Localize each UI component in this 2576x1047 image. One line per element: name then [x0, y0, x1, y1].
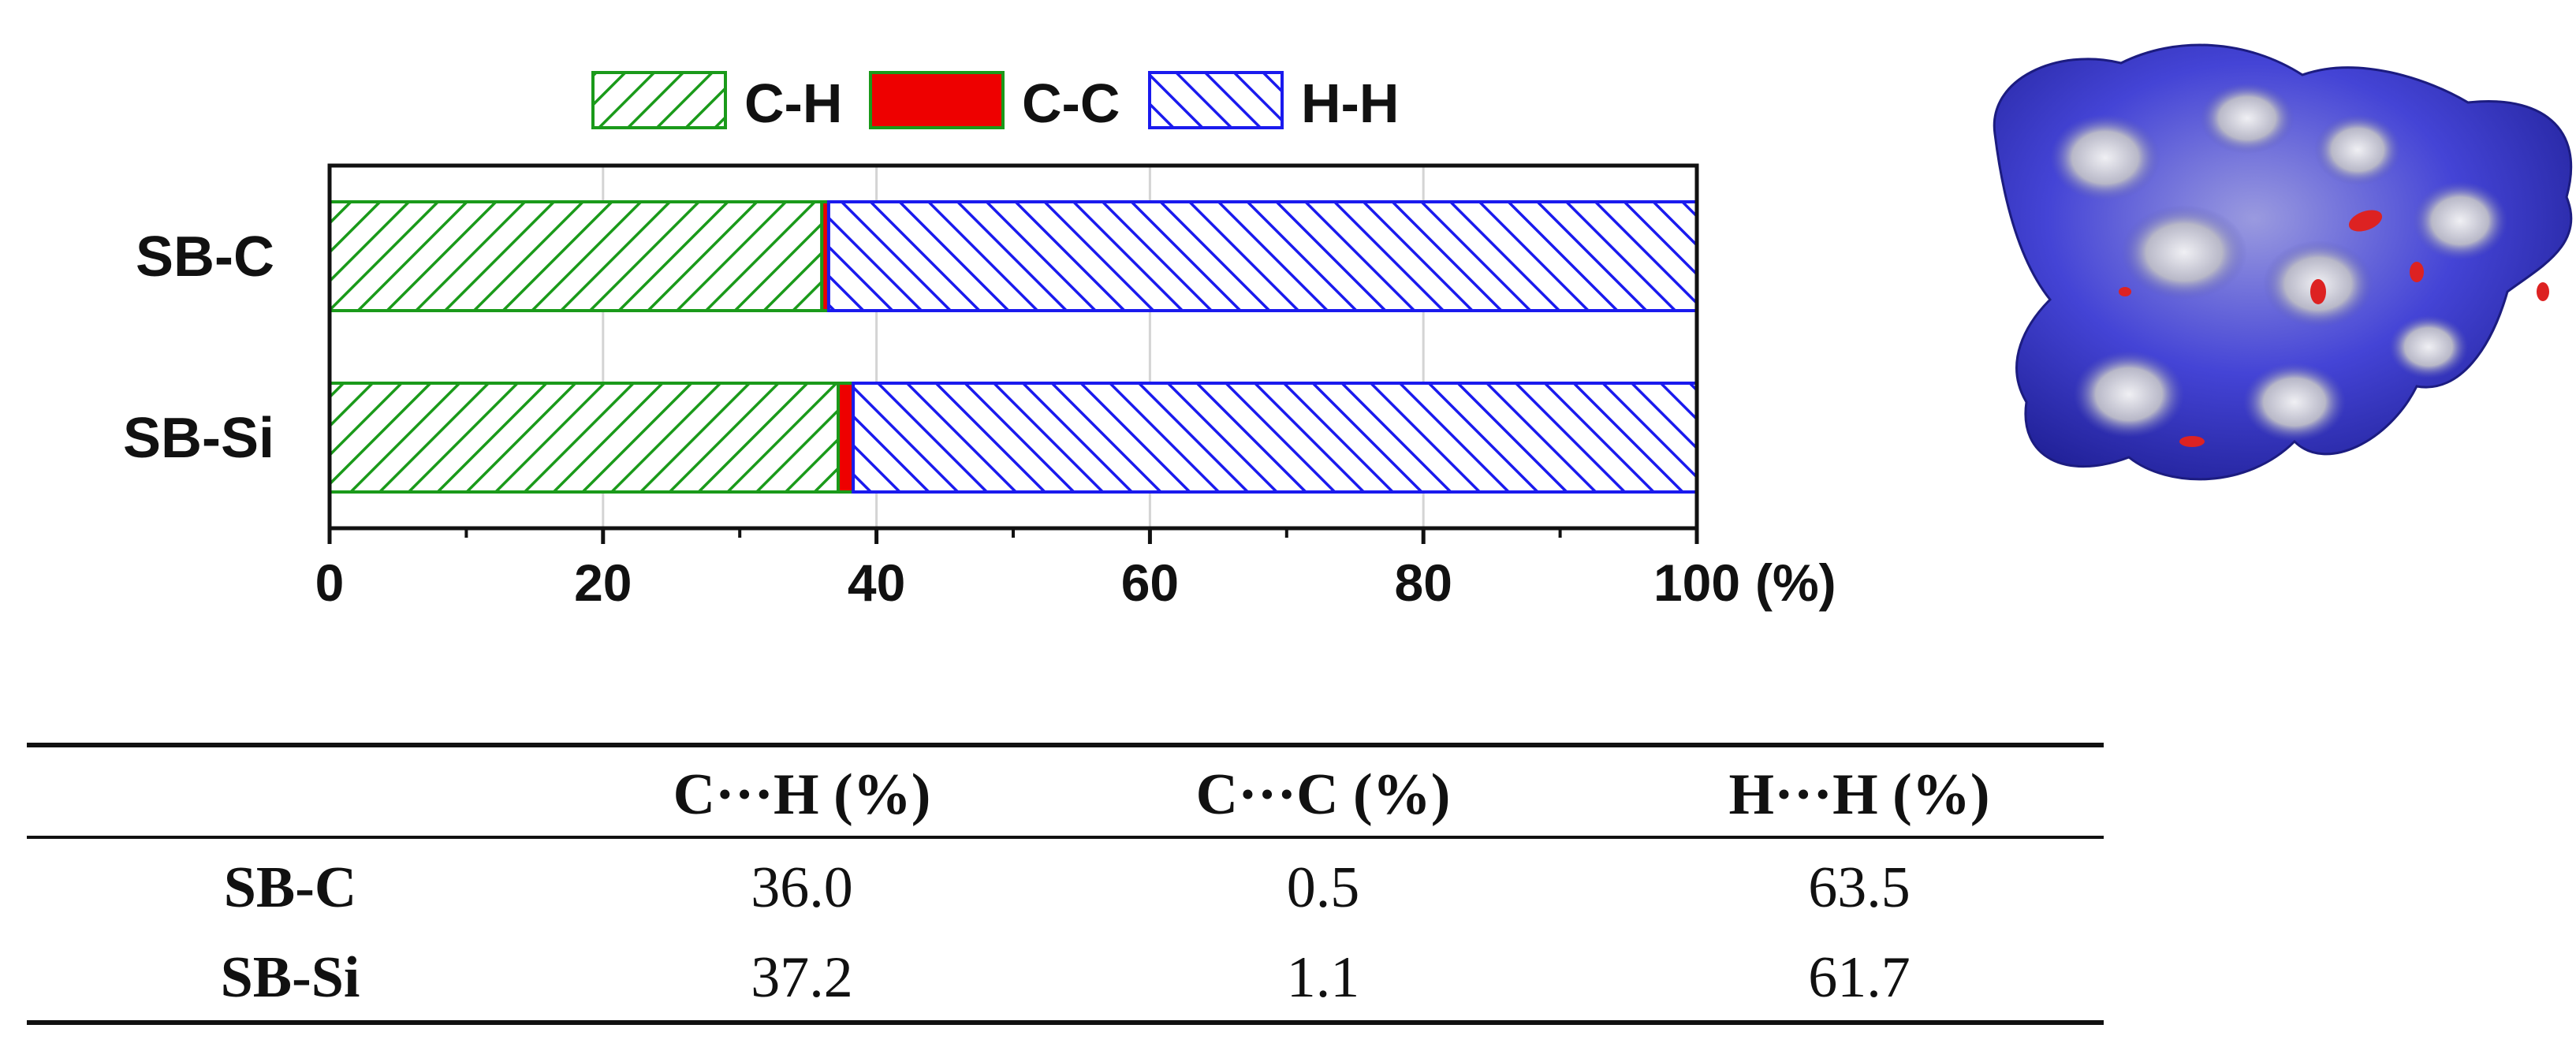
x-tick-label: 60: [1121, 553, 1179, 612]
data-table: C···H (%) C···C (%) H···H (%) SB-C 36.0 …: [27, 743, 2104, 1025]
legend-item-c-c: C-C: [869, 71, 1120, 134]
table-cell: 63.5: [1808, 855, 1911, 920]
table-cell: 1.1: [1287, 945, 1360, 1010]
bar-sb-si-c-h: [328, 382, 841, 494]
bar-sb-c-c-h: [328, 200, 824, 312]
x-axis-ticks: 0 20 40 60 80 100: [315, 528, 1740, 612]
category-label: SB-Si: [123, 407, 274, 470]
bar-sb-si-h-h: [852, 382, 1698, 494]
legend-item-c-h: C-H: [591, 71, 842, 134]
legend: C-H C-C H-H: [591, 71, 1399, 134]
legend-swatch-c-c: [869, 71, 1005, 129]
table-header-h-h: H···H (%): [1729, 762, 1990, 827]
legend-swatch-h-h: [1148, 71, 1284, 129]
legend-label-h-h: H-H: [1301, 73, 1399, 134]
table-cell: 37.2: [751, 945, 853, 1010]
bar-sb-c-h-h: [826, 200, 1698, 312]
table-cell: 0.5: [1287, 855, 1360, 920]
x-tick-label: 0: [315, 553, 345, 612]
table-row: SB-Si 37.2 1.1 61.7: [221, 945, 1911, 1010]
category-labels: SB-C SB-Si: [123, 225, 274, 470]
x-tick-label: 20: [574, 553, 632, 612]
bars: [328, 200, 1698, 494]
x-tick-label: 40: [848, 553, 905, 612]
hirshfeld-surface-icon: [1993, 43, 2573, 481]
legend-swatch-c-h: [591, 71, 727, 129]
legend-item-h-h: H-H: [1148, 71, 1399, 134]
table-row-label: SB-Si: [221, 945, 360, 1010]
plot-area: SB-C SB-Si 0 20 40 60 80 100 (%): [123, 163, 1836, 612]
table-row: SB-C 36.0 0.5 63.5: [224, 855, 1911, 920]
x-tick-label: 100: [1653, 553, 1740, 612]
table-header-c-c: C···C (%): [1196, 762, 1451, 827]
category-label: SB-C: [136, 225, 274, 289]
table-header-c-h: C···H (%): [673, 762, 931, 827]
table-row-label: SB-C: [224, 855, 357, 920]
table-cell: 36.0: [751, 855, 853, 920]
table-cell: 61.7: [1808, 945, 1911, 1010]
legend-label-c-h: C-H: [744, 73, 842, 134]
bar-sb-si-c-c: [837, 382, 856, 494]
x-tick-label: 80: [1394, 553, 1452, 612]
x-axis-unit: (%): [1755, 553, 1836, 612]
legend-label-c-c: C-C: [1022, 73, 1120, 134]
